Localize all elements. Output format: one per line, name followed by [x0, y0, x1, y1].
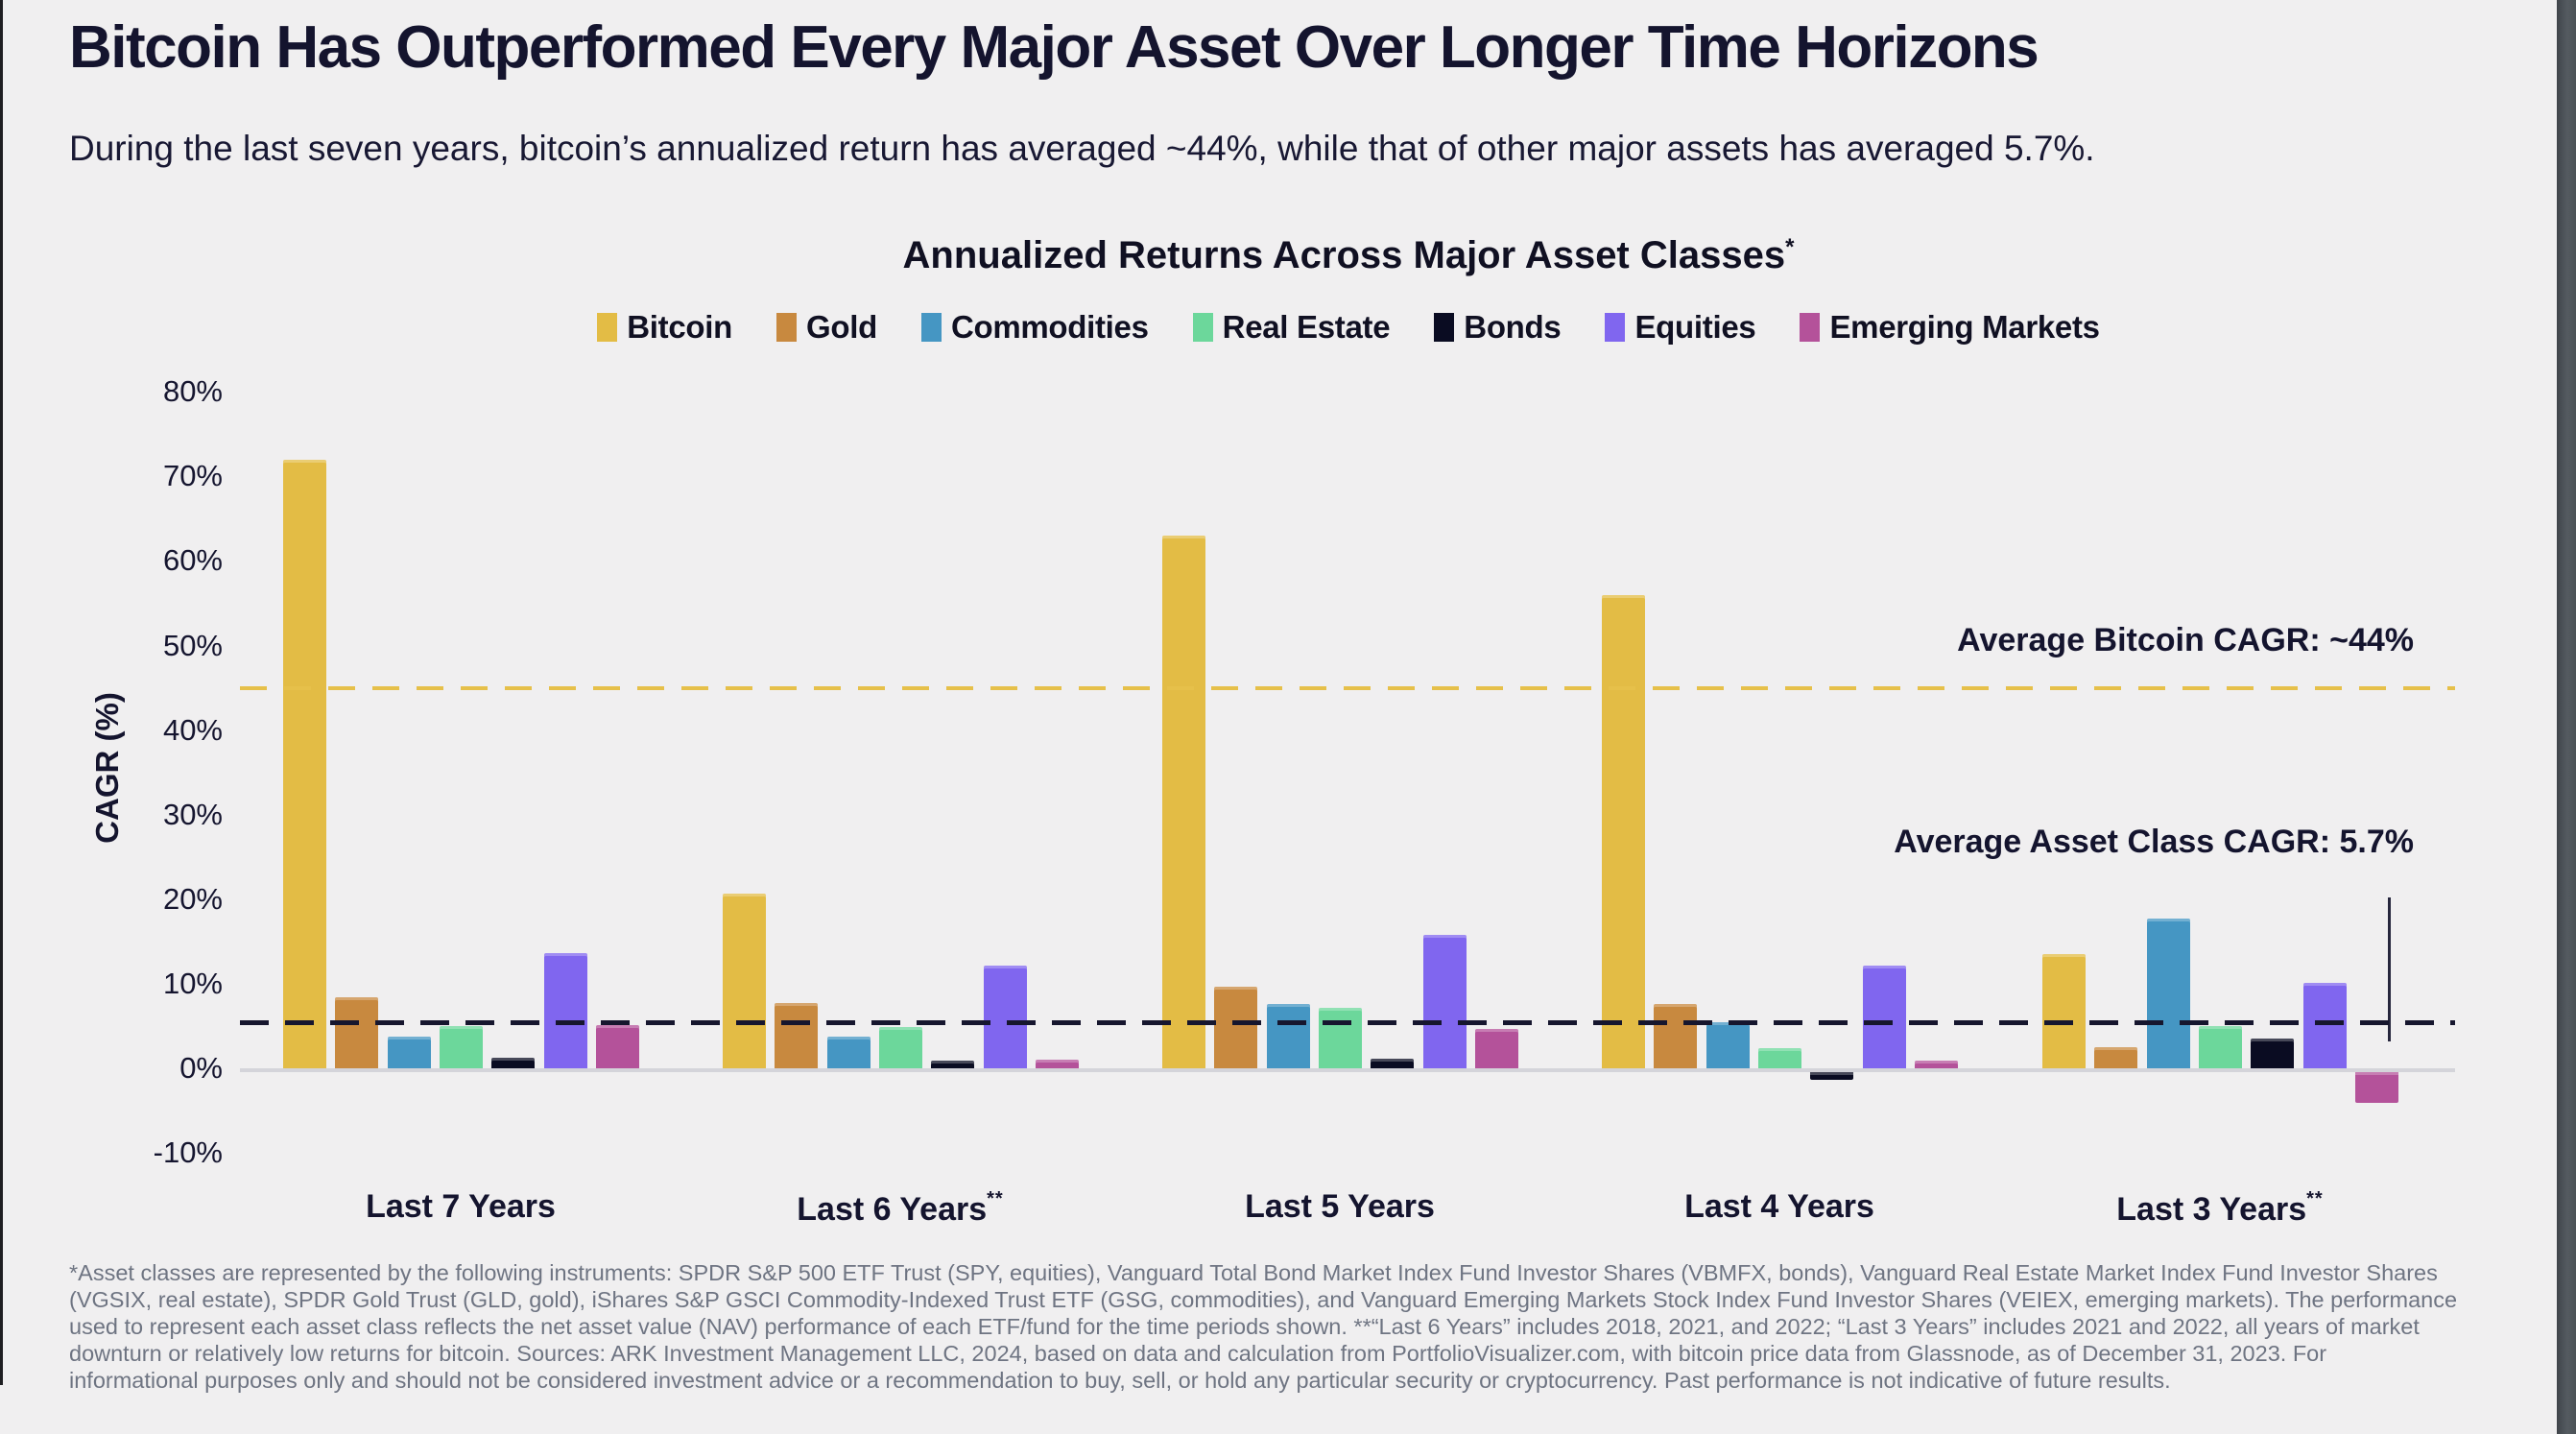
legend-swatch-icon: [920, 313, 942, 342]
bar-gold: [2094, 1046, 2138, 1068]
bar-bitcoin: [723, 893, 766, 1068]
chart-title-asterisk: *: [1785, 234, 1795, 260]
annotation-average-bitcoin-cagr: Average Bitcoin CAGR: ~44%: [1957, 622, 2414, 658]
bar-bitcoin: [2042, 954, 2086, 1068]
bar-emerging-markets: [1914, 1061, 1958, 1068]
legend-label: Gold: [805, 309, 877, 345]
footnote-line: *Asset classes are represented by the fo…: [69, 1260, 2438, 1285]
slide-left-border: [0, 0, 3, 1385]
y-tick-label: 80%: [162, 374, 223, 409]
bar-commodities: [387, 1037, 431, 1068]
footnote-line: (VGSIX, real estate), SPDR Gold Trust (G…: [69, 1287, 2458, 1312]
bar-real-estate: [439, 1025, 483, 1068]
reference-line-asset-avg: [240, 1020, 2455, 1026]
bar-bonds: [931, 1061, 975, 1068]
footnote: *Asset classes are represented by the fo…: [69, 1259, 2512, 1394]
legend-swatch-icon: [1605, 313, 1626, 342]
x-axis-category-label: Last 4 Years: [1684, 1188, 1874, 1225]
legend-item-gold: Gold: [775, 309, 877, 346]
legend-label: Emerging Markets: [1829, 309, 2100, 345]
bar-commodities: [826, 1037, 871, 1068]
bar-bitcoin: [283, 459, 326, 1068]
bar-emerging-markets: [2354, 1072, 2398, 1103]
bar-bonds: [2251, 1039, 2295, 1068]
bar-commodities: [2146, 919, 2190, 1068]
page-subtitle: During the last seven years, bitcoin’s a…: [69, 129, 2095, 168]
bar-real-estate: [878, 1026, 922, 1068]
y-axis-label: CAGR (%): [89, 692, 125, 844]
x-axis-category-label: Last 5 Years: [1245, 1188, 1435, 1225]
y-tick-label: 50%: [162, 628, 223, 662]
bar-bonds: [1371, 1059, 1415, 1068]
bar-gold: [1654, 1004, 1698, 1068]
bar-equities: [1422, 934, 1467, 1068]
bar-commodities: [1705, 1021, 1750, 1068]
page-title: Bitcoin Has Outperformed Every Major Ass…: [69, 14, 2039, 81]
bar-emerging-markets: [1035, 1060, 1079, 1068]
y-tick-label: 10%: [162, 966, 223, 1000]
bar-bitcoin: [1602, 594, 1645, 1068]
legend-label: Commodities: [950, 309, 1149, 345]
legend-swatch-icon: [1434, 313, 1455, 342]
legend-label: Equities: [1634, 309, 1756, 345]
legend-label: Bitcoin: [627, 309, 732, 345]
annotation-average-asset-class-cagr: Average Asset Class CAGR: 5.7%: [1894, 824, 2414, 860]
y-tick-label: 0%: [179, 1051, 223, 1085]
y-tick-label: 70%: [162, 459, 223, 493]
bar-gold: [335, 996, 379, 1068]
bar-equities: [2302, 983, 2347, 1068]
bar-bonds: [1810, 1072, 1854, 1080]
x-axis-category-label: Last 7 Years: [366, 1188, 556, 1225]
bar-equities: [543, 953, 587, 1068]
legend-swatch-icon: [775, 313, 797, 342]
legend-item-commodities: Commodities: [920, 309, 1149, 346]
x-axis-category-label: Last 6 Years**: [797, 1188, 1004, 1228]
legend-item-real-estate: Real Estate: [1192, 309, 1391, 346]
bar-emerging-markets: [595, 1025, 639, 1068]
y-tick-label: 60%: [162, 543, 223, 578]
x-axis-category-label: Last 3 Years**: [2116, 1188, 2324, 1228]
bar-gold: [1214, 987, 1258, 1068]
legend-item-equities: Equities: [1605, 309, 1756, 346]
legend-swatch-icon: [1800, 313, 1821, 342]
bar-real-estate: [1318, 1007, 1362, 1068]
y-tick-label: 40%: [162, 712, 223, 747]
legend-label: Bonds: [1464, 309, 1562, 345]
legend-item-bonds: Bonds: [1434, 309, 1562, 346]
legend-item-bitcoin: Bitcoin: [597, 309, 732, 346]
y-tick-label: 20%: [162, 881, 223, 916]
legend-swatch-icon: [1192, 313, 1213, 342]
x-axis-baseline: [240, 1068, 2455, 1072]
chart-legend: Bitcoin Gold Commodities Real Estate Bonds Eq…: [240, 309, 2457, 346]
stray-vertical-line: [2388, 897, 2391, 1041]
window-edge-strip: [2557, 0, 2576, 1434]
bar-equities: [983, 966, 1027, 1068]
footnote-line: informational purposes only and should n…: [69, 1368, 2171, 1393]
bar-equities: [1862, 966, 1906, 1068]
y-tick-label: 30%: [162, 797, 223, 831]
bar-bitcoin: [1162, 535, 1205, 1068]
bar-gold: [775, 1003, 819, 1068]
legend-swatch-icon: [597, 313, 618, 342]
bar-emerging-markets: [1474, 1029, 1518, 1068]
legend-label: Real Estate: [1222, 309, 1391, 345]
chart-title: Annualized Returns Across Major Asset Cl…: [240, 234, 2457, 277]
bar-commodities: [1266, 1004, 1310, 1068]
bar-real-estate: [2198, 1025, 2242, 1068]
legend-item-emerging-markets: Emerging Markets: [1800, 309, 2100, 346]
footnote-line: used to represent each asset class refle…: [69, 1314, 2420, 1339]
footnote-line: downturn or relatively low returns for b…: [69, 1341, 2327, 1366]
bar-bonds: [491, 1057, 536, 1068]
bar-real-estate: [1757, 1047, 1801, 1068]
y-tick-label: -10%: [153, 1135, 223, 1170]
reference-line-bitcoin-avg: [240, 685, 2455, 690]
chart-title-text: Annualized Returns Across Major Asset Cl…: [902, 234, 1786, 276]
